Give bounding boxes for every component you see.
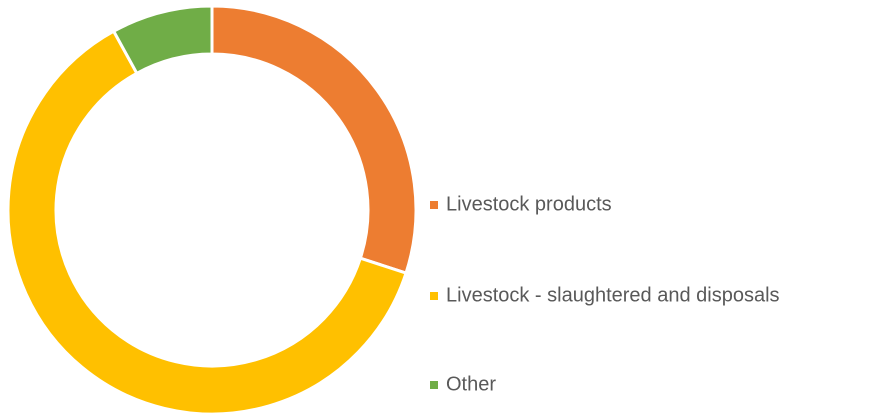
donut-segment — [111, 4, 214, 76]
legend-label: Livestock products — [446, 193, 612, 215]
donut-segment — [210, 4, 418, 275]
legend-label: Livestock - slaughtered and disposals — [446, 284, 780, 306]
legend-marker — [430, 201, 438, 209]
legend-marker — [430, 381, 438, 389]
legend-label: Other — [446, 373, 496, 395]
legend-marker — [430, 292, 438, 300]
